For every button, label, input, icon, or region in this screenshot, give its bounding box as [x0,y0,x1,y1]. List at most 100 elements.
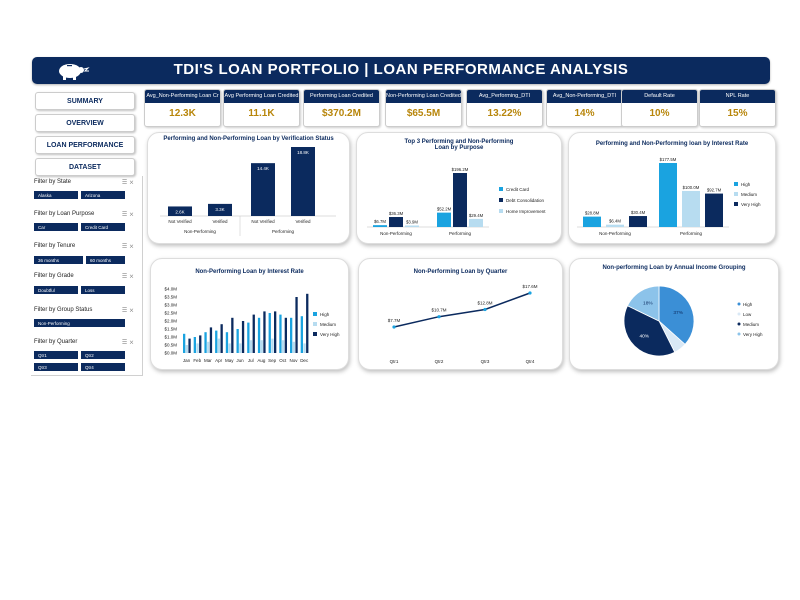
legend-swatch [499,209,503,213]
y-tick-label: $2.5M [164,311,177,316]
chart-monthly-svg: $4.0M $3.5M $3.0M $2.5M $2.0M $1.5M $1.0M $0.5M… [164,287,340,364]
bar [183,333,186,353]
filter-tenure-chip[interactable]: 36 months [34,256,83,264]
filter-group-status-chip[interactable]: Non-Performing [34,319,125,327]
bar [284,317,287,353]
bar [437,212,451,227]
chart-title: Performing and Non-Performing Loan by Ve… [163,136,334,142]
y-tick-label: $4.0M [164,287,177,292]
bar [405,225,419,227]
tick-label: Qtr2 [435,359,444,364]
nav-summary-button[interactable]: SUMMARY [35,92,135,110]
bar [217,338,221,353]
bar [247,322,250,353]
filter-state-chip[interactable]: Alaska [34,191,78,199]
y-tick-label: $0.5M [164,343,177,348]
filter-state-clear-icon[interactable]: ☰ ⨯ [121,180,134,186]
kpi-value: 12.3K [169,108,196,119]
bar [236,329,239,353]
filter-quarter-label: Filter by Quarter [34,339,78,345]
chart-interest-svg: $28.8M $6.4M $30.4M Non-Performing $177.5M $1… [577,157,761,236]
bar [220,324,223,353]
bar [300,316,303,353]
chart-title: Top 3 Performing and Non-Performing Loan… [404,139,514,151]
filter-purpose-clear-icon[interactable]: ☰ ⨯ [121,212,134,218]
nav-overview-button[interactable]: OVERVIEW [35,114,135,132]
tick-label: Qtr4 [526,359,535,364]
bar [251,163,275,216]
filter-grade-label: Filter by Grade [34,273,74,279]
chart-card-quarter: Non-Performing Loan by Quarter $7.7M Qtr1… [358,258,563,370]
filter-quarter-chip[interactable]: Qtr4 [81,363,125,371]
page-title: TDI'S LOAN PORTFOLIO | LOAN PERFORMANCE … [173,61,629,78]
data-label: $196.2M [452,167,469,172]
slice-label: 40% [639,333,649,339]
chart-title: Non-Performing Loan by Interest Rate [195,269,304,275]
bar [453,173,467,227]
tick-label: Dec [300,358,309,363]
chart-card-monthly: Non-Performing Loan by Interest Rate $4.… [150,258,349,370]
nav-dataset-button[interactable]: DATASET [35,158,135,176]
filter-quarter-chip[interactable]: Qtr1 [34,351,78,359]
data-label: $17.6M [522,284,537,289]
slice-label: 18% [643,301,653,307]
filter-quarter-chip[interactable]: Qtr2 [81,351,125,359]
legend-swatch [499,187,503,191]
y-tick-label: $3.5M [164,295,177,300]
bar [188,338,191,353]
data-label: $29.4M [469,213,484,218]
filter-purpose-chip[interactable]: Car [34,223,78,231]
bar [208,203,232,216]
filter-tenure-clear-icon[interactable]: ☰ ⨯ [121,244,134,250]
kpi-card: Avg_Non-Performing_DTI 14% [546,89,623,127]
tick-label: Apr [215,358,223,363]
bar [629,216,647,227]
tick-label: Non-Performing [380,231,412,236]
tick-label: Sep [268,358,277,363]
tick-label: Mar [204,358,212,363]
y-tick-label: $0.0M [164,351,177,356]
data-label: $10.7M [431,308,446,313]
pie-slice [626,285,660,322]
filter-grade-chip[interactable]: Loss [81,286,125,294]
data-point [437,315,441,319]
filter-tenure-chip[interactable]: 60 months [86,256,125,264]
bar [196,343,199,353]
kpi-card: Default Rate 10% [621,89,698,127]
kpi-value: 10% [649,108,670,119]
legend-label: Medium [741,192,757,197]
bar [193,337,196,353]
tick-label: Aug [257,358,266,363]
filter-quarter-chip[interactable]: Qtr3 [34,363,78,371]
filter-purpose-label: Filter by Loan Purpose [34,211,95,217]
filter-state-chip[interactable]: Arizona [81,191,125,199]
kpi-card: Non-Performing Loan Credited $65.5M [385,89,462,127]
tick-label: Not Verified [251,219,275,224]
y-tick-label: $3.0M [164,303,177,308]
data-label: 14.4K [257,166,269,171]
slice-label: 37% [673,310,683,316]
filter-grade-chip[interactable]: Doubtful [34,286,78,294]
filter-purpose-chip[interactable]: Credit Card [81,223,125,231]
kpi-value: 15% [727,108,748,119]
bar [231,317,234,353]
y-tick-label: $1.5M [164,327,177,332]
bar [263,311,266,353]
legend-label: High [320,312,330,317]
bar [659,163,677,227]
legend-label: Credit Card [506,187,530,192]
data-label: 2.6K [175,209,184,214]
data-label: $7.7M [388,318,401,323]
bar [295,297,298,353]
filter-group-status-clear-icon[interactable]: ☰ ⨯ [121,308,134,314]
legend-swatch [734,182,738,186]
series-line [393,292,531,328]
kpi-card: NPL Rate 15% [699,89,776,127]
data-label: $36.3M [389,211,404,216]
bar [606,224,624,227]
bar [274,311,277,353]
filter-quarter-clear-icon[interactable]: ☰ ⨯ [121,340,134,346]
filter-grade-clear-icon[interactable]: ☰ ⨯ [121,274,134,280]
nav-loan-performance-button[interactable]: LOAN PERFORMANCE [35,136,135,154]
y-tick-label: $2.0M [164,319,177,324]
